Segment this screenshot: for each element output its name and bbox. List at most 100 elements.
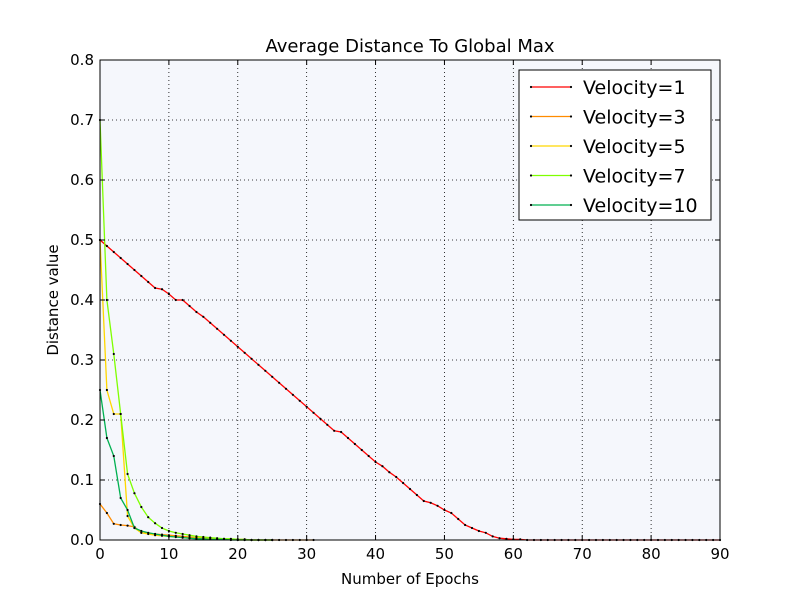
legend-label: Velocity=5 (583, 136, 686, 158)
legend-item: Velocity=1 (529, 77, 686, 99)
data-point (429, 501, 432, 504)
legend-box (518, 69, 712, 221)
data-point (140, 274, 143, 278)
legend-marker (569, 115, 573, 118)
data-point (181, 532, 184, 536)
legend-marker (569, 203, 573, 207)
data-point (264, 369, 267, 372)
y-tick-label: 0.8 (70, 51, 94, 69)
data-point (119, 496, 122, 500)
data-point (195, 310, 198, 314)
legend-marker (569, 174, 573, 177)
data-point (257, 363, 260, 366)
legend-item: Velocity=5 (529, 136, 686, 158)
data-point (305, 405, 308, 408)
data-point (291, 393, 294, 396)
data-point (477, 529, 480, 533)
data-point (457, 517, 460, 521)
data-point (126, 524, 129, 527)
x-axis-label: Number of Epochs (341, 570, 479, 588)
data-point (436, 504, 439, 507)
data-point (402, 481, 405, 485)
data-point (119, 412, 122, 416)
data-point (188, 537, 191, 540)
data-point (498, 537, 501, 540)
data-point (105, 388, 108, 392)
y-tick-label: 0.6 (70, 171, 94, 189)
data-point (174, 535, 177, 539)
y-tick-label: 0.0 (70, 531, 94, 549)
series-layer (98, 118, 722, 542)
data-point (470, 526, 474, 530)
legend-marker (529, 115, 533, 118)
data-point (202, 537, 205, 540)
y-tick-label: 0.3 (70, 351, 94, 369)
data-point (195, 537, 198, 540)
x-tick-label: 10 (159, 545, 178, 563)
data-point (167, 292, 170, 296)
data-point (415, 493, 418, 497)
data-point (105, 298, 108, 302)
data-point (174, 531, 177, 534)
data-point (326, 423, 329, 426)
data-point (367, 454, 370, 458)
data-point (154, 532, 157, 536)
data-point (346, 436, 350, 440)
data-point (443, 508, 446, 512)
data-point (181, 536, 184, 539)
data-point (312, 411, 315, 414)
data-point (388, 471, 391, 474)
data-point (119, 523, 122, 527)
x-tick-label: 70 (573, 545, 592, 563)
chart-title: Average Distance To Global Max (265, 36, 554, 57)
data-point (422, 499, 425, 503)
legend-label: Velocity=10 (583, 195, 698, 217)
data-point (147, 531, 150, 534)
data-point (374, 460, 377, 464)
y-tick-label: 0.7 (70, 111, 94, 129)
data-point (284, 387, 288, 390)
data-point (202, 535, 205, 539)
data-point (222, 333, 226, 336)
legend-label: Velocity=1 (583, 77, 686, 99)
x-tick-label: 50 (435, 545, 454, 563)
legend: Velocity=1 Velocity=3 Velocity=5 Velocity=7… (518, 69, 712, 221)
x-tick-label: 0 (95, 545, 105, 563)
data-point (160, 534, 164, 537)
data-point (188, 304, 191, 308)
y-tick-label: 0.2 (70, 411, 94, 429)
data-point (112, 250, 115, 254)
data-point (188, 534, 191, 537)
data-point (112, 454, 115, 458)
data-point (209, 321, 212, 324)
data-point (353, 442, 356, 446)
legend-label: Velocity=3 (583, 107, 686, 129)
legend-item: Velocity=3 (529, 107, 686, 129)
data-point (126, 472, 129, 476)
ticks: 0 10 20 30 40 50 60 70 80 90 0.0 0.1 0.2 0.3 0.4 0.5 0.6… (70, 51, 729, 563)
data-point (505, 537, 508, 540)
data-point (154, 522, 157, 525)
data-point (278, 381, 281, 384)
data-point (147, 516, 150, 519)
data-point (154, 286, 157, 290)
data-point (112, 412, 115, 416)
x-tick-label: 80 (642, 545, 661, 563)
data-point (133, 492, 136, 495)
data-point (236, 345, 239, 348)
data-point (105, 436, 108, 440)
x-tick-label: 60 (504, 545, 523, 563)
data-point (181, 298, 184, 302)
y-axis-label: Distance value (44, 244, 62, 355)
data-point (381, 465, 384, 468)
data-point (167, 529, 170, 533)
data-point (450, 511, 453, 515)
legend-marker (569, 85, 573, 89)
data-point (333, 429, 336, 432)
data-point (112, 522, 115, 525)
legend-marker (529, 174, 533, 177)
data-point (126, 514, 129, 518)
legend-item: Velocity=7 (529, 166, 686, 188)
data-point (160, 288, 164, 291)
data-point (340, 430, 343, 434)
